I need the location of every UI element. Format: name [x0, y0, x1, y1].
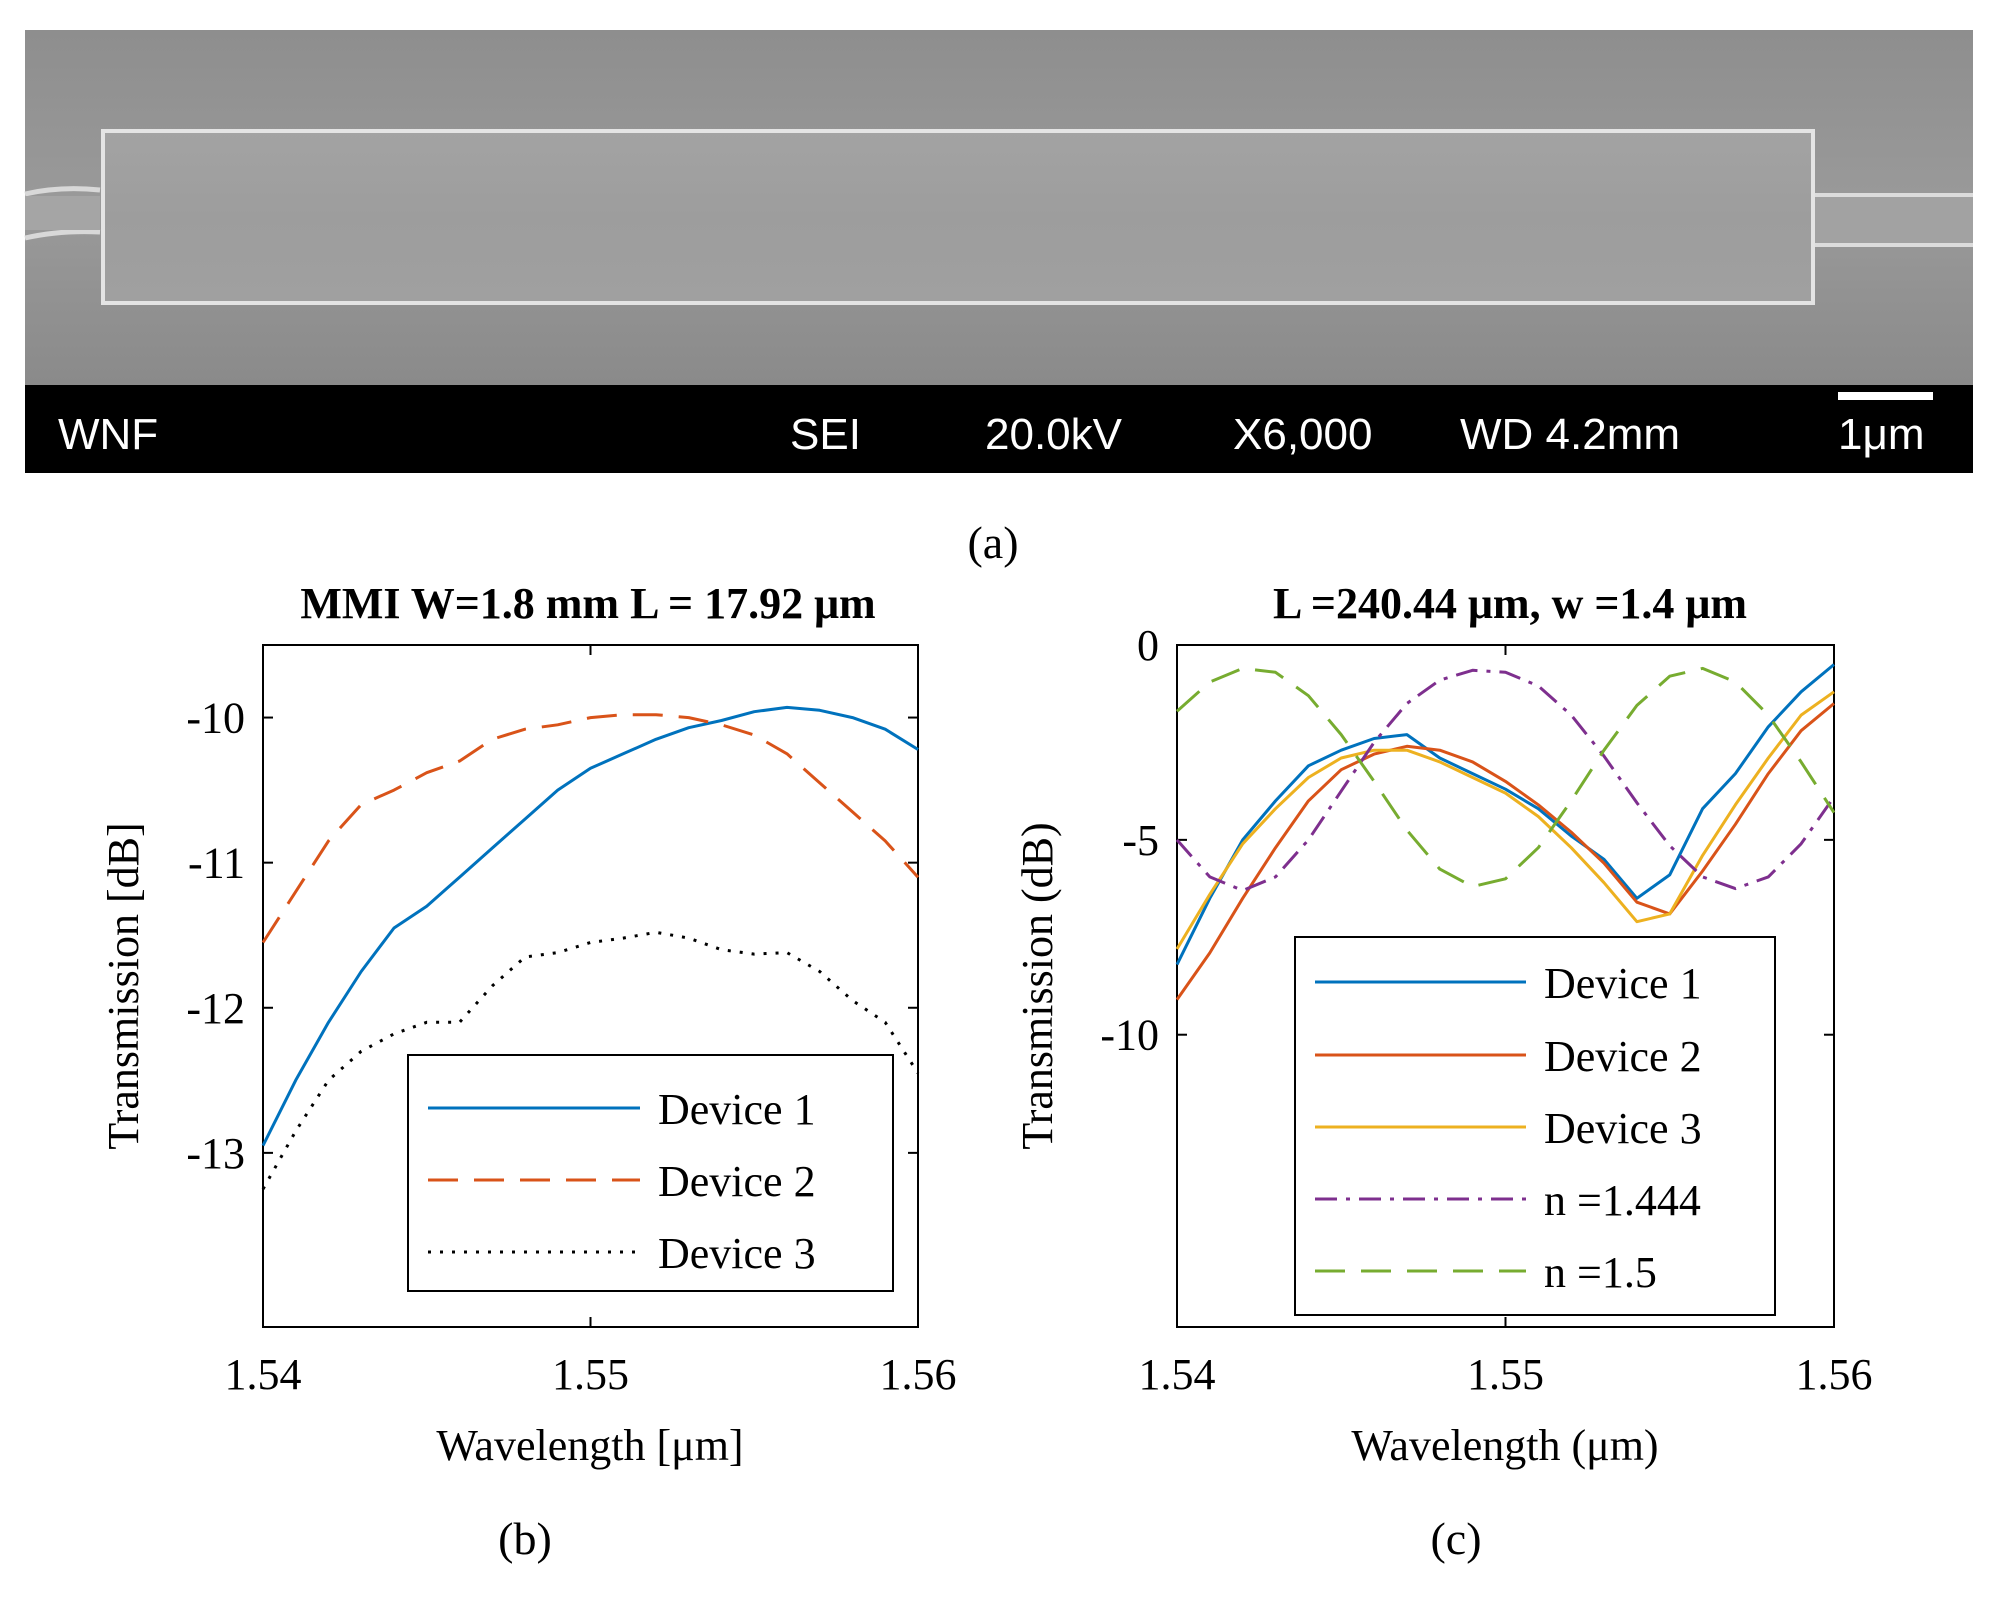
panel-label-b: (b)	[498, 1513, 552, 1564]
chart-c-series-line-n-1-444	[1175, 668, 1836, 892]
chart-c-series-line-device-3	[1175, 690, 1835, 950]
chart-b-title: MMI W=1.8 mm L = 17.92 μm	[300, 579, 875, 628]
chart-b-ticks: 1.54 1.55 1.56 -13 -12 -11 -10	[186, 645, 957, 1399]
chart-b-xtick-label: 1.55	[552, 1350, 629, 1399]
chart-c-legend-label-n-1444: n =1.444	[1544, 1176, 1701, 1225]
sem-scale-bar	[1838, 392, 1933, 400]
sem-image: WNF SEI 20.0kV X6,000 WD 4.2mm 1μm	[24, 30, 1973, 473]
chart-c-xlabel: Wavelength (μm)	[1351, 1421, 1658, 1470]
chart-c-series-line-n-1-5	[1176, 666, 1836, 889]
chart-c-ytick-label: 0	[1137, 621, 1159, 670]
chart-c-xtick-label: 1.56	[1796, 1350, 1873, 1399]
sem-detector-label: SEI	[790, 410, 861, 459]
chart-c-ytick-label: -10	[1100, 1011, 1159, 1060]
chart-b-legend-label-device-3: Device 3	[658, 1229, 816, 1278]
chart-b-legend-box	[407, 1054, 894, 1292]
chart-c-ticks: 1.54 1.55 1.56 -10 -5 0	[1100, 621, 1872, 1399]
sem-magnification-label: X6,000	[1233, 410, 1372, 459]
chart-b-legend-label-device-1: Device 1	[658, 1085, 816, 1134]
input-waveguide-upper	[24, 186, 101, 197]
chart-b-xtick-label: 1.54	[225, 1350, 302, 1399]
chart-c-ylabel: Transmission (dB)	[1013, 822, 1062, 1149]
sem-working-distance-label: WD 4.2mm	[1460, 410, 1680, 459]
chart-c-ytick-label: -5	[1122, 816, 1159, 865]
chart-b-series	[261, 705, 920, 1190]
sem-scale-label: 1μm	[1838, 410, 1924, 459]
chart-c-series	[1175, 663, 1836, 1001]
chart-c-legend-label-n-15: n =1.5	[1544, 1248, 1657, 1297]
chart-b-series-line-device-3	[261, 930, 920, 1190]
mmi-section	[101, 129, 1815, 305]
chart-b-ylabel: Transmission [dB]	[99, 822, 148, 1149]
chart-c-xtick-label: 1.54	[1139, 1350, 1216, 1399]
chart-c-series-line-device-1	[1175, 663, 1835, 966]
chart-b-xtick-label: 1.56	[880, 1350, 957, 1399]
chart-b-ytick-label: -10	[186, 694, 245, 743]
chart-c-legend-label-device-1: Device 1	[1544, 959, 1702, 1008]
chart-c-legend-label-device-3: Device 3	[1544, 1104, 1702, 1153]
chart-b-ytick-label: -11	[188, 839, 245, 888]
chart-c-legend: Device 1 Device 2 Device 3 n =1.444 n =1…	[1294, 936, 1776, 1316]
output-waveguide	[1812, 195, 1973, 245]
input-waveguide-core	[25, 196, 100, 230]
chart-c-series-line-device-2	[1175, 702, 1835, 1001]
chart-b-ytick-label: -13	[186, 1129, 245, 1178]
chart-c-title: L =240.44 μm, w =1.4 μm	[1273, 579, 1747, 628]
chart-b-series-line-device-1	[261, 705, 919, 1147]
chart-c: L =240.44 μm, w =1.4 μm 1.54 1.55 1.56 -10 -…	[1013, 579, 1873, 1470]
sem-info-bar	[25, 385, 1973, 473]
chart-c-xtick-label: 1.55	[1467, 1350, 1544, 1399]
input-waveguide-lower	[24, 229, 101, 241]
chart-b-ytick-label: -12	[186, 984, 245, 1033]
panel-label-a: (a)	[967, 517, 1018, 568]
chart-b-legend-label-device-2: Device 2	[658, 1157, 816, 1206]
chart-b: MMI W=1.8 mm L = 17.92 μm 1.54 1.55 1.56 -1…	[99, 579, 957, 1470]
sem-lab-label: WNF	[58, 410, 158, 459]
chart-c-legend-label-device-2: Device 2	[1544, 1032, 1702, 1081]
sem-voltage-label: 20.0kV	[985, 410, 1123, 459]
chart-b-series-line-device-2	[261, 713, 920, 944]
panel-label-c: (c)	[1430, 1513, 1481, 1564]
chart-b-legend: Device 1 Device 2 Device 3	[407, 1054, 894, 1292]
chart-b-xlabel: Wavelength [μm]	[436, 1421, 743, 1470]
